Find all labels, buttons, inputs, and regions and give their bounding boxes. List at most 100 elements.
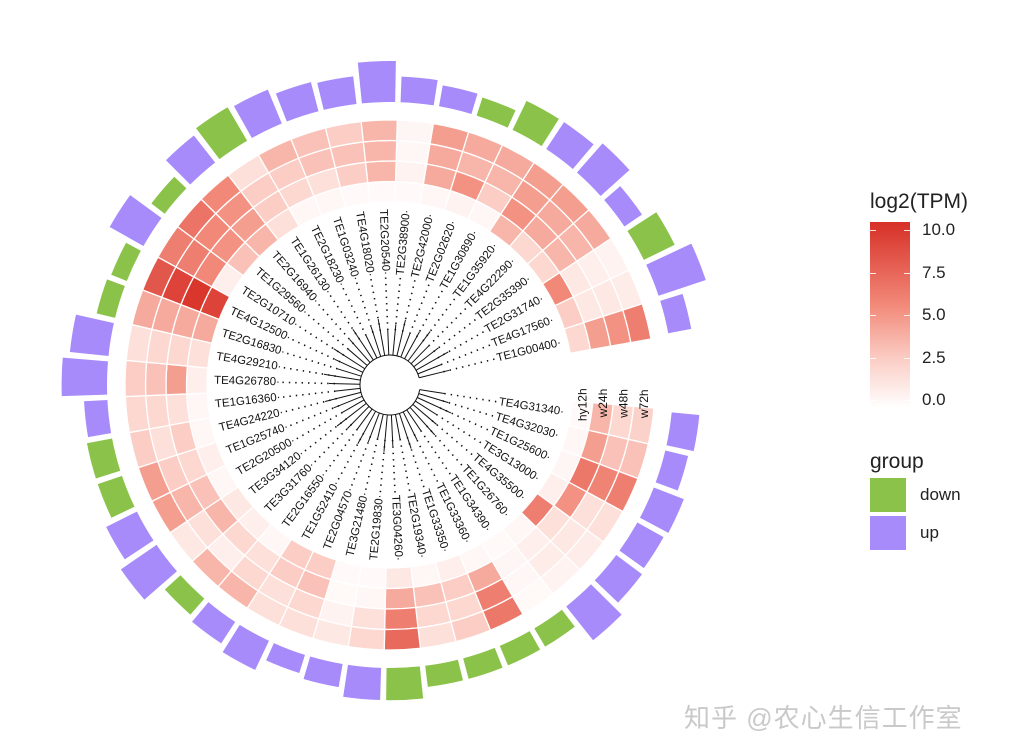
- tree-leader: [285, 397, 337, 413]
- tree-branch: [413, 347, 439, 368]
- group-bar-up: [69, 314, 114, 356]
- heatmap-cell: [124, 394, 151, 434]
- gene-label: TE4G26780·: [214, 375, 280, 389]
- tree-leader: [313, 423, 353, 463]
- group-bar-up: [61, 357, 108, 397]
- tree-branch: [410, 345, 430, 365]
- column-label-w24h: w24h: [596, 389, 610, 419]
- tree-leader: [337, 432, 365, 481]
- tree-branch: [400, 333, 411, 358]
- group-swatch: [870, 478, 906, 512]
- tree-leader: [296, 411, 343, 440]
- colorbar: 10.0 7.5 5.0 2.5 0.0: [870, 220, 968, 412]
- tree-leader: [364, 438, 379, 491]
- group-bar-down: [386, 666, 424, 701]
- tree-branch: [390, 414, 394, 446]
- group-bar-down: [627, 212, 675, 260]
- group-bar-up: [343, 664, 382, 701]
- heatmap-cell: [362, 139, 398, 164]
- tree-leader: [431, 419, 473, 456]
- tree-leader: [409, 284, 430, 335]
- group-label: down: [920, 485, 961, 504]
- group-bar-down: [164, 575, 205, 615]
- group-bar-up: [604, 186, 642, 227]
- heatmap-cell: [384, 566, 415, 590]
- group-bar-up: [84, 400, 112, 438]
- legend: log2(TPM) 10.0 7.5 5.0 2.5 0.0 group down up: [870, 190, 968, 550]
- tree-branch: [418, 393, 449, 404]
- tree-leader: [442, 400, 494, 417]
- column-label-w72h: w72h: [637, 389, 651, 419]
- group-bar-down: [111, 242, 141, 281]
- colorbar-tick-mark: [904, 272, 910, 274]
- group-bar-down: [476, 97, 516, 128]
- tree-branch: [342, 399, 365, 413]
- tree-leader: [437, 330, 485, 359]
- colorbar-tick-label: 2.5: [922, 347, 946, 367]
- group-label: up: [920, 523, 939, 542]
- group-legend-title: group: [870, 450, 924, 473]
- colorbar-tick-mark: [904, 230, 910, 231]
- colorbar-tick-label: 7.5: [922, 262, 946, 282]
- tree-branch: [336, 402, 367, 427]
- tree-leader: [444, 392, 497, 403]
- gene-label: TE2G38900·: [395, 209, 413, 276]
- tree-branch: [352, 328, 374, 361]
- group-bar-up: [266, 643, 305, 674]
- tree-leader: [439, 407, 489, 431]
- tree-leader: [304, 418, 348, 452]
- heatmap-cell: [383, 627, 422, 651]
- tree-branch: [356, 408, 373, 430]
- colorbar-gradient: [870, 222, 910, 408]
- tree-leader: [282, 381, 336, 385]
- group-bar-down: [463, 647, 503, 679]
- group-bar-up: [660, 293, 692, 334]
- tree-branch: [418, 369, 450, 379]
- tree-leader: [391, 439, 396, 493]
- heatmap-cell: [384, 606, 419, 631]
- tree-branch: [357, 411, 377, 445]
- colorbar-tick-mark: [870, 272, 876, 274]
- tree-branch: [417, 364, 442, 375]
- watermark: 知乎 @农心生信工作室: [684, 703, 963, 733]
- group-bar-up: [576, 143, 630, 196]
- tree-leader: [298, 325, 345, 356]
- tree-branch: [398, 413, 412, 449]
- colorbar-tick-label: 0.0: [922, 390, 946, 409]
- colorbar-tick-mark: [870, 400, 876, 401]
- group-bar-up: [106, 511, 154, 560]
- tree-branch: [333, 395, 363, 409]
- heatmap-cell: [165, 393, 191, 426]
- group-bar-down: [425, 659, 463, 687]
- tree-branch: [406, 409, 422, 431]
- colorbar-tick-label: 5.0: [922, 305, 946, 324]
- tree-leader: [443, 358, 496, 373]
- tree-branch: [409, 407, 436, 436]
- heatmap-cell: [394, 180, 425, 206]
- group-bar-up: [222, 624, 269, 670]
- group-bar-down: [86, 438, 121, 479]
- tree-branch: [383, 414, 388, 452]
- heatmap-cell: [364, 160, 397, 184]
- heatmap-cell: [367, 180, 397, 204]
- group-bar-up: [303, 656, 343, 688]
- group-swatch: [870, 516, 906, 550]
- tree-leader: [406, 436, 425, 488]
- colorbar-tick-mark: [870, 357, 876, 359]
- heatmap-cell: [384, 586, 417, 610]
- group-bar-down: [512, 100, 559, 147]
- tree-branch: [337, 368, 362, 377]
- tree-branch: [335, 387, 361, 392]
- heatmap-cell: [353, 585, 387, 610]
- tree-leader: [342, 287, 367, 336]
- tree-leader: [282, 390, 336, 398]
- tree-branch: [347, 348, 368, 366]
- tree-leader: [420, 430, 452, 475]
- tree-leader: [433, 318, 477, 353]
- tree-branch: [324, 391, 362, 402]
- tree-branch: [407, 331, 431, 362]
- tree-branch: [329, 382, 361, 385]
- heatmap-cell: [145, 394, 171, 430]
- tree-leader: [422, 298, 456, 342]
